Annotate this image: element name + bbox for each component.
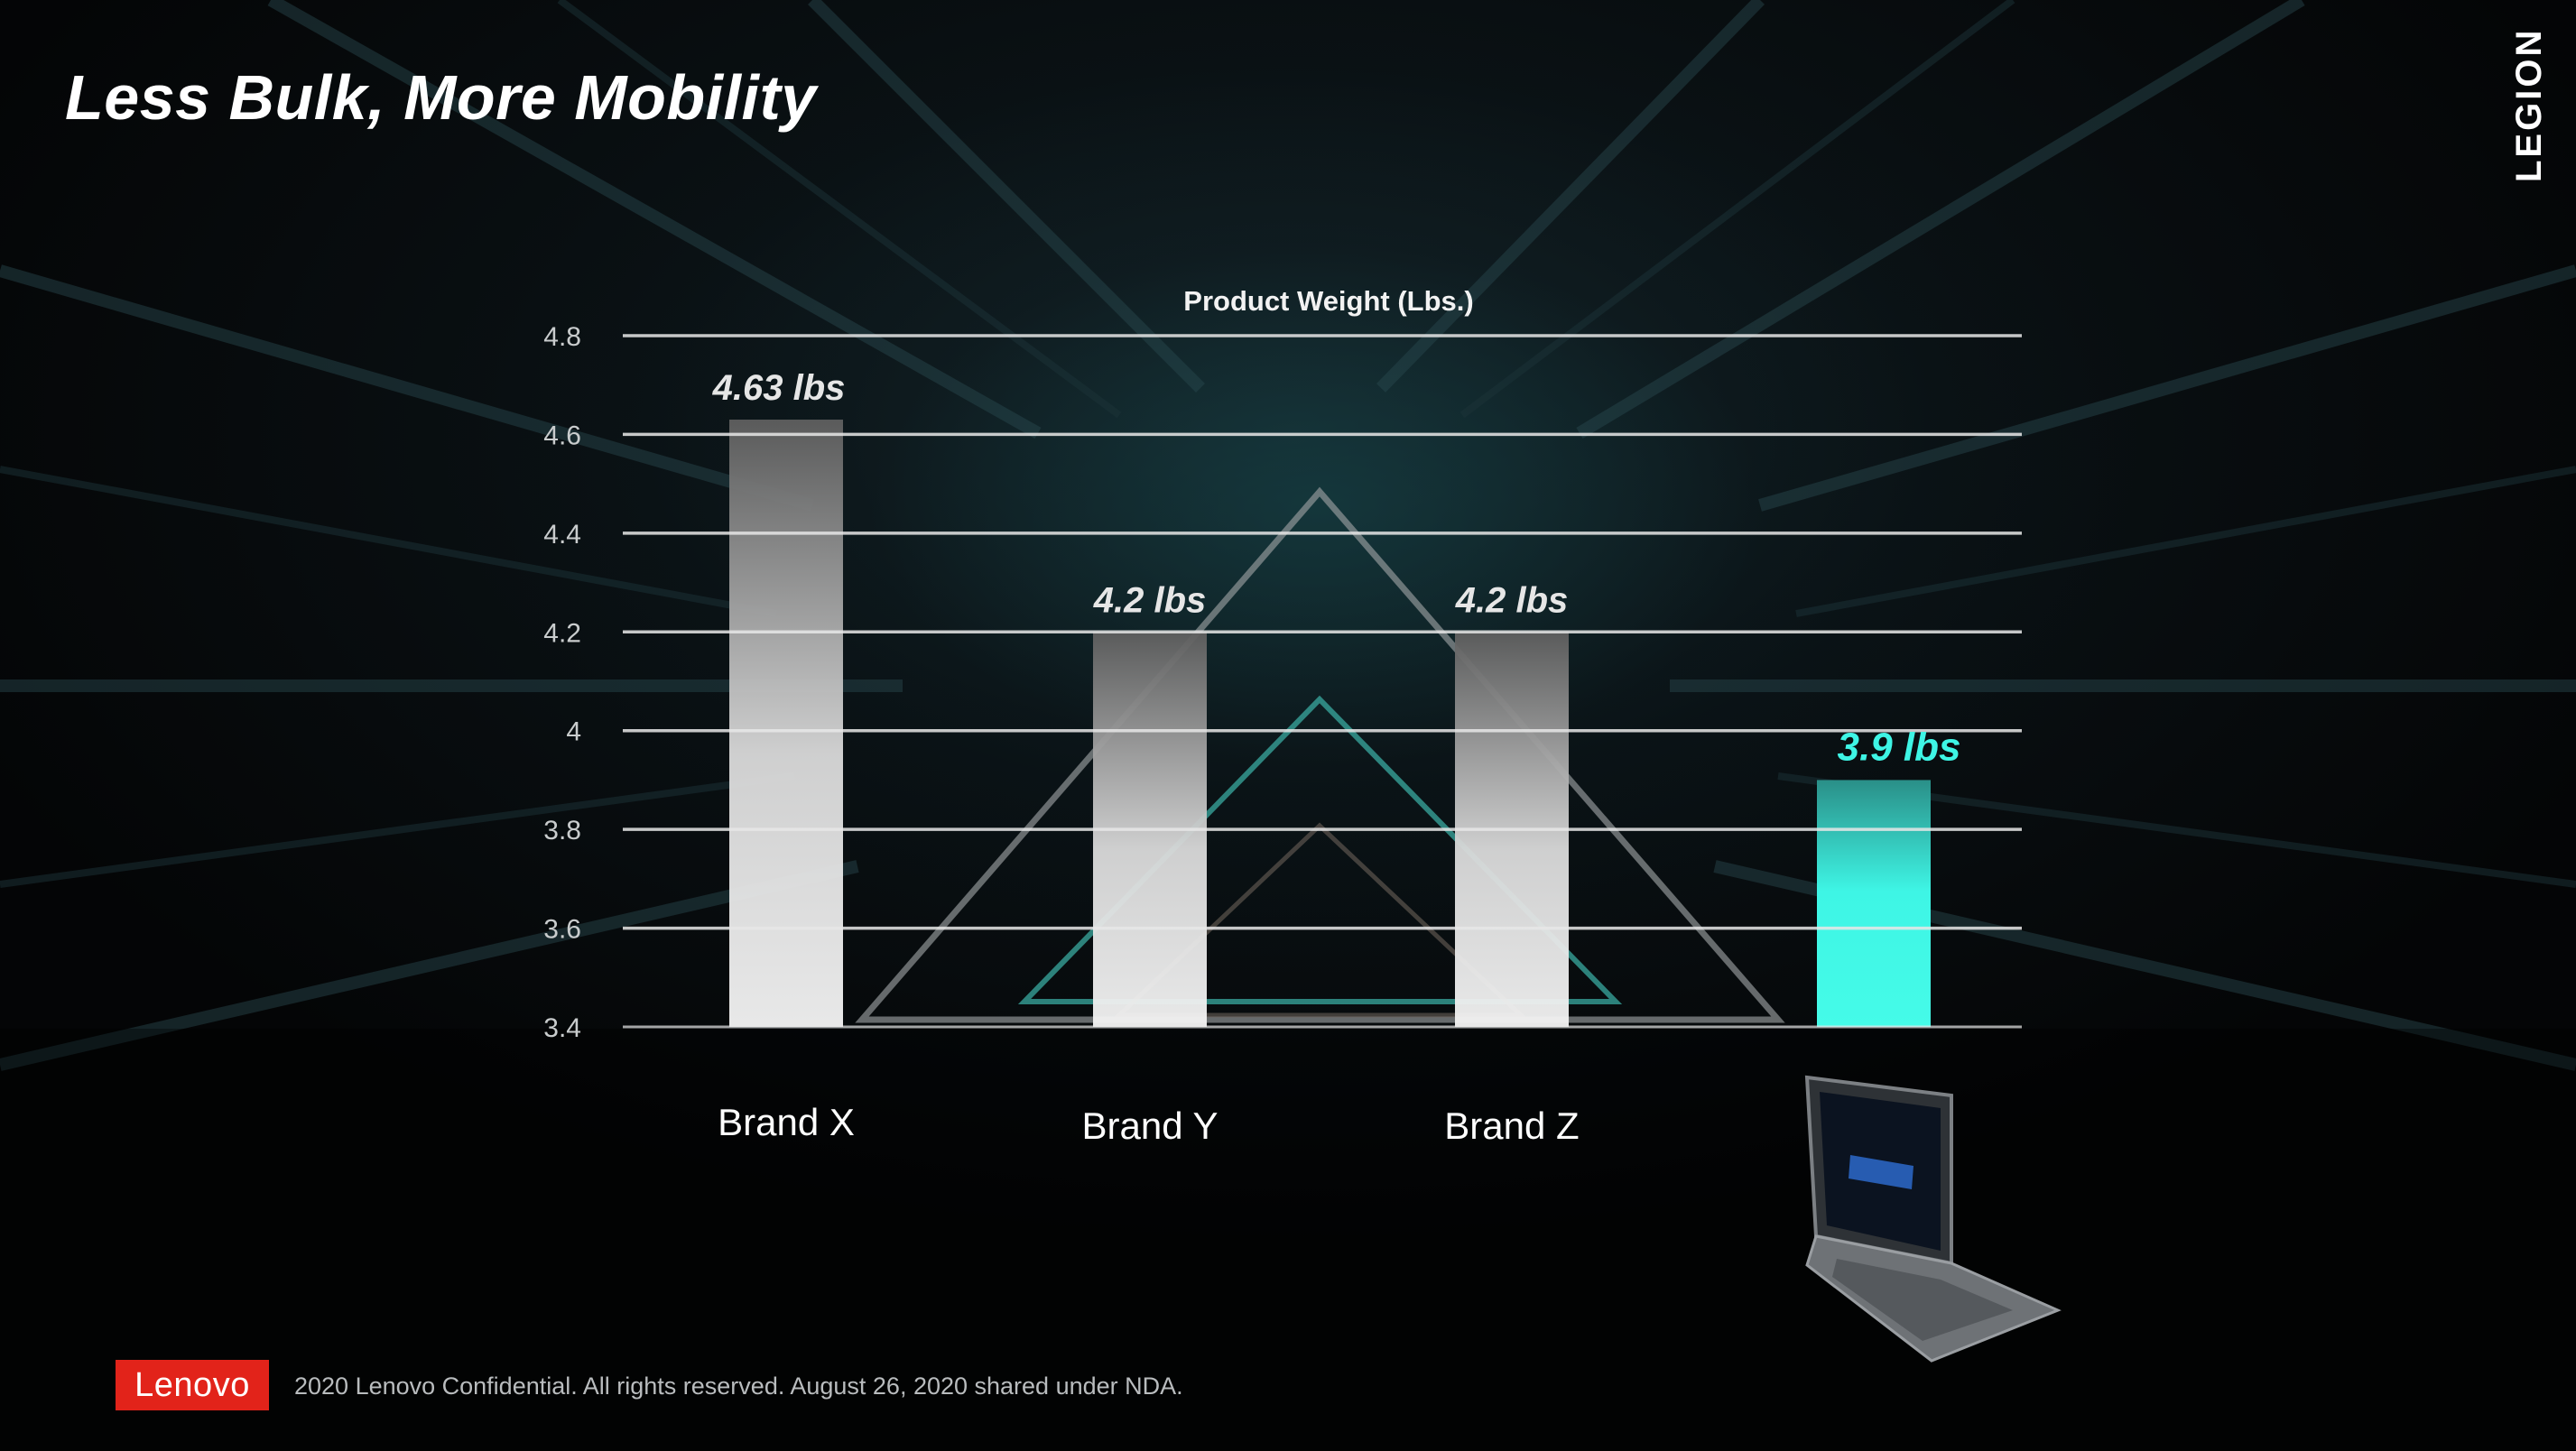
y-tick-label: 4.2	[543, 618, 581, 648]
y-tick-label: 4	[566, 717, 581, 747]
bar-legion	[1817, 780, 1931, 1027]
y-tick-label: 3.4	[543, 1013, 581, 1043]
y-tick-label: 3.6	[543, 915, 581, 945]
footer: Lenovo 2020 Lenovo Confidential. All rig…	[116, 1360, 1289, 1410]
laptop-image	[1804, 1075, 2062, 1363]
chart-title: Product Weight (Lbs.)	[1183, 285, 1473, 317]
bar-brand-x	[729, 420, 843, 1027]
y-tick-label: 3.8	[543, 816, 581, 846]
y-tick-label: 4.4	[543, 520, 581, 550]
x-category-label: Brand Y	[1082, 1104, 1219, 1147]
footer-text: 2020 Lenovo Confidential. All rights res…	[294, 1372, 1183, 1400]
x-category-label: Brand X	[718, 1101, 855, 1143]
y-tick-label: 4.8	[543, 322, 581, 352]
y-tick-label: 4.6	[543, 421, 581, 450]
slide-title: Less Bulk, More Mobility	[65, 62, 817, 133]
data-label: 4.2 lbs	[1093, 580, 1207, 620]
lenovo-logo: Lenovo	[116, 1360, 269, 1410]
data-label: 4.63 lbs	[712, 368, 846, 408]
x-category-label: Brand Z	[1444, 1104, 1579, 1147]
data-label: 3.9 lbs	[1838, 725, 1961, 769]
data-label: 4.2 lbs	[1455, 580, 1569, 620]
